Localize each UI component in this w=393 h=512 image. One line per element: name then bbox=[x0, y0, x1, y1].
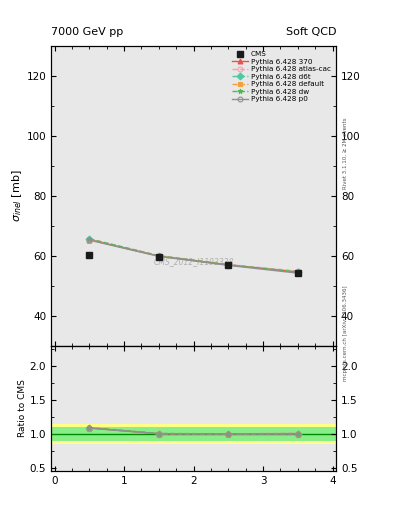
Legend: CMS, Pythia 6.428 370, Pythia 6.428 atlas-cac, Pythia 6.428 d6t, Pythia 6.428 de: CMS, Pythia 6.428 370, Pythia 6.428 atla… bbox=[229, 48, 334, 105]
Bar bbox=[51, 424, 336, 444]
Bar bbox=[51, 427, 336, 441]
Text: mcplots.cern.ch [arXiv:1306.3436]: mcplots.cern.ch [arXiv:1306.3436] bbox=[343, 285, 348, 380]
Text: 7000 GeV pp: 7000 GeV pp bbox=[51, 27, 123, 37]
Text: CMS_2012_I1193338: CMS_2012_I1193338 bbox=[153, 258, 234, 267]
Text: Soft QCD: Soft QCD bbox=[286, 27, 336, 37]
Y-axis label: $\sigma_{inel}$ [mb]: $\sigma_{inel}$ [mb] bbox=[10, 170, 24, 222]
Text: Rivet 3.1.10, ≥ 2M events: Rivet 3.1.10, ≥ 2M events bbox=[343, 118, 348, 189]
Y-axis label: Ratio to CMS: Ratio to CMS bbox=[18, 379, 27, 437]
